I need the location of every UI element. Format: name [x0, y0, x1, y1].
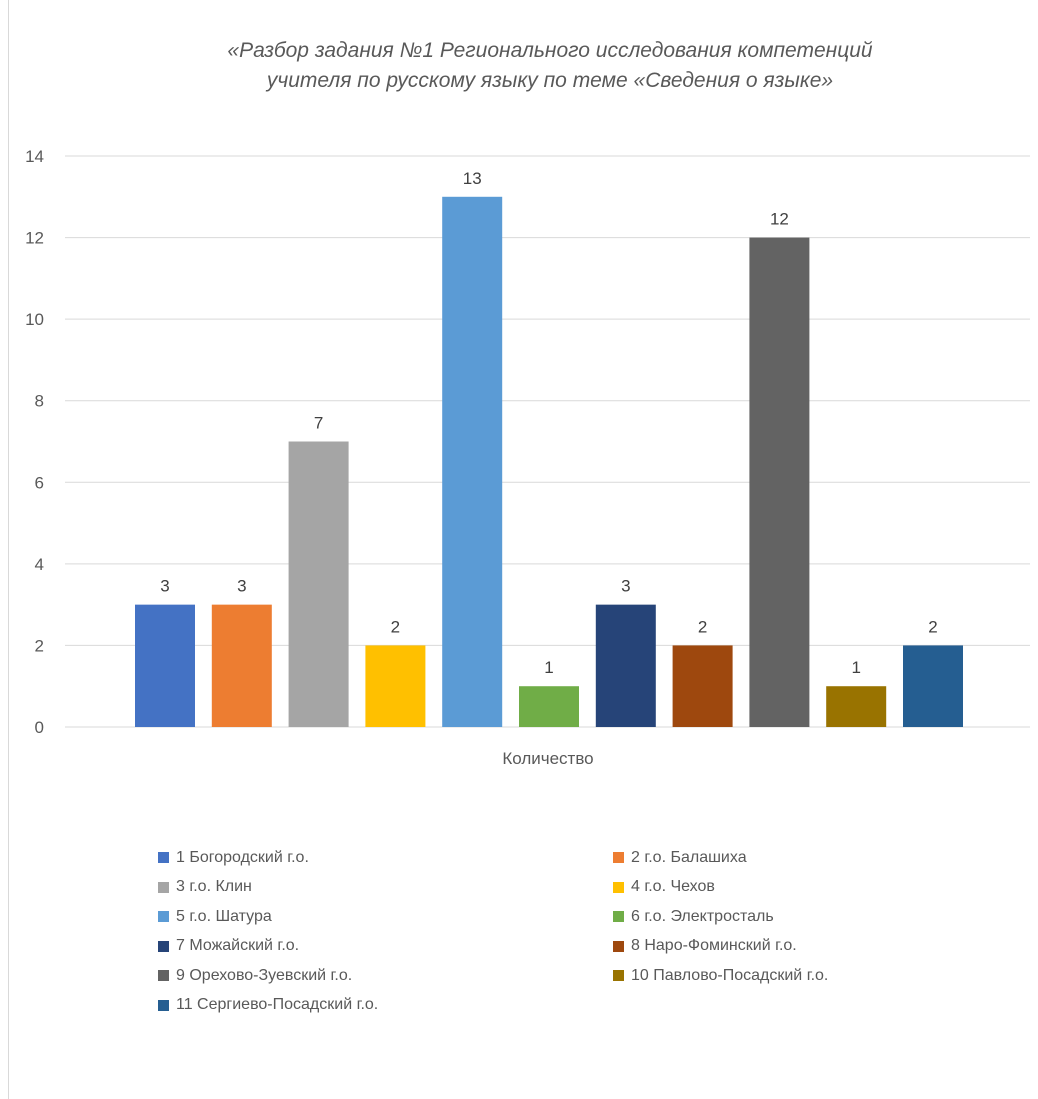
- legend-swatch: [613, 940, 624, 952]
- bar: [288, 441, 349, 727]
- legend-swatch: [158, 999, 169, 1011]
- legend-label: 4 г.о. Чехов: [631, 878, 715, 896]
- bar: [442, 196, 503, 728]
- bar: [135, 604, 195, 727]
- chart-frame: [8, 0, 1038, 1099]
- legend-item: 2 г.о. Балашиха: [613, 843, 938, 873]
- legend-label: 1 Богородский г.о.: [176, 848, 309, 866]
- legend-swatch: [158, 852, 169, 864]
- data-label: 1: [544, 658, 553, 677]
- legend-swatch: [613, 970, 624, 982]
- chart-title: «Разбор задания №1 Регионального исследо…: [227, 39, 873, 92]
- legend-item: 5 г.о. Шатура: [158, 902, 613, 932]
- data-label: 12: [770, 210, 789, 229]
- legend-item: 3 г.о. Клин: [158, 873, 613, 903]
- legend-label: 2 г.о. Балашиха: [631, 848, 747, 866]
- legend-label: 7 Можайский г.о.: [176, 937, 300, 955]
- legend-item: 8 Наро-Фоминский г.о.: [613, 932, 938, 962]
- y-tick-label: 12: [25, 229, 44, 248]
- legend-label: 3 г.о. Клин: [176, 878, 252, 896]
- bar: [672, 645, 733, 727]
- legend-swatch: [158, 970, 169, 982]
- legend-swatch: [158, 911, 169, 923]
- x-axis-category-label: Количество: [502, 749, 593, 768]
- legend-item: 7 Можайский г.о.: [158, 932, 613, 962]
- legend-item: 4 г.о. Чехов: [613, 873, 938, 903]
- legend-swatch: [613, 852, 624, 864]
- legend-label: 8 Наро-Фоминский г.о.: [631, 937, 797, 955]
- legend-item: 11 Сергиево-Посадский г.о.: [158, 991, 613, 1021]
- y-tick-label: 6: [35, 473, 44, 492]
- data-label: 13: [463, 169, 482, 188]
- legend-item: 6 г.о. Электросталь: [613, 902, 938, 932]
- data-label: 3: [237, 577, 246, 596]
- legend-swatch: [158, 881, 169, 893]
- legend-swatch: [613, 881, 624, 893]
- legend-label: 5 г.о. Шатура: [176, 907, 272, 925]
- legend-label: 10 Павлово-Посадский г.о.: [631, 966, 829, 984]
- legend-swatch: [613, 911, 624, 923]
- legend-label: 6 г.о. Электросталь: [631, 907, 774, 925]
- y-tick-label: 2: [35, 636, 44, 655]
- bar: [749, 237, 810, 728]
- data-label: 3: [621, 577, 630, 596]
- bar: [826, 686, 887, 727]
- legend-item: 1 Богородский г.о.: [158, 843, 613, 873]
- legend-label: 9 Орехово-Зуевский г.о.: [176, 966, 353, 984]
- bar: [365, 645, 426, 727]
- y-tick-label: 14: [25, 147, 44, 166]
- bar: [903, 645, 963, 727]
- y-tick-label: 0: [35, 718, 44, 737]
- data-label: 3: [160, 577, 169, 596]
- y-tick-label: 8: [35, 392, 44, 411]
- chart-legend: 1 Богородский г.о. 2 г.о. Балашиха 3 г.о. …: [158, 843, 938, 1020]
- legend-item: 10 Павлово-Посадский г.о.: [613, 961, 938, 991]
- bar: [595, 604, 656, 727]
- legend-item: 9 Орехово-Зуевский г.о.: [158, 961, 613, 991]
- data-label: 7: [314, 414, 323, 433]
- data-label: 2: [391, 617, 400, 636]
- bar: [211, 604, 272, 727]
- bar: [519, 686, 579, 727]
- y-tick-label: 10: [25, 310, 44, 329]
- y-tick-label: 4: [35, 555, 44, 574]
- data-label: 2: [928, 617, 937, 636]
- legend-swatch: [158, 940, 169, 952]
- data-label: 2: [698, 617, 707, 636]
- legend-label: 11 Сергиево-Посадский г.о.: [176, 996, 379, 1014]
- data-label: 1: [851, 658, 860, 677]
